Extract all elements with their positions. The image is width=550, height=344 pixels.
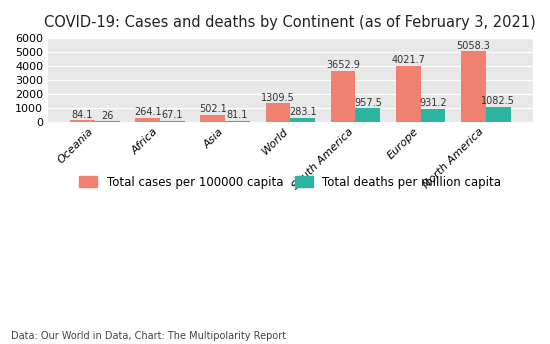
- Text: Data: Our World in Data, Chart: The Multipolarity Report: Data: Our World in Data, Chart: The Mult…: [11, 331, 286, 341]
- Bar: [70, 120, 95, 122]
- Text: 264.1: 264.1: [134, 107, 161, 117]
- Bar: [331, 71, 355, 122]
- Bar: [486, 107, 510, 122]
- Bar: [396, 66, 421, 122]
- Text: 1082.5: 1082.5: [481, 96, 515, 106]
- Text: 26: 26: [101, 111, 113, 121]
- Text: 81.1: 81.1: [227, 110, 248, 120]
- Bar: [225, 120, 250, 122]
- Text: 5058.3: 5058.3: [456, 41, 491, 51]
- Bar: [266, 104, 290, 122]
- Legend: Total cases per 100000 capita, Total deaths per million capita: Total cases per 100000 capita, Total dea…: [75, 171, 506, 193]
- Bar: [95, 121, 119, 122]
- Bar: [160, 121, 185, 122]
- Text: 84.1: 84.1: [72, 110, 93, 120]
- Text: 502.1: 502.1: [199, 104, 227, 114]
- Text: 1309.5: 1309.5: [261, 93, 295, 103]
- Text: 283.1: 283.1: [289, 107, 316, 117]
- Text: 3652.9: 3652.9: [326, 60, 360, 70]
- Text: 931.2: 931.2: [419, 98, 447, 108]
- Bar: [200, 115, 225, 122]
- Text: 957.5: 957.5: [354, 98, 382, 108]
- Bar: [290, 118, 315, 122]
- Text: 4021.7: 4021.7: [391, 55, 425, 65]
- Text: 67.1: 67.1: [162, 110, 183, 120]
- Title: COVID-19: Cases and deaths by Continent (as of February 3, 2021): COVID-19: Cases and deaths by Continent …: [45, 15, 536, 30]
- Bar: [135, 118, 160, 122]
- Bar: [421, 109, 446, 122]
- Bar: [461, 51, 486, 122]
- Bar: [355, 108, 380, 122]
